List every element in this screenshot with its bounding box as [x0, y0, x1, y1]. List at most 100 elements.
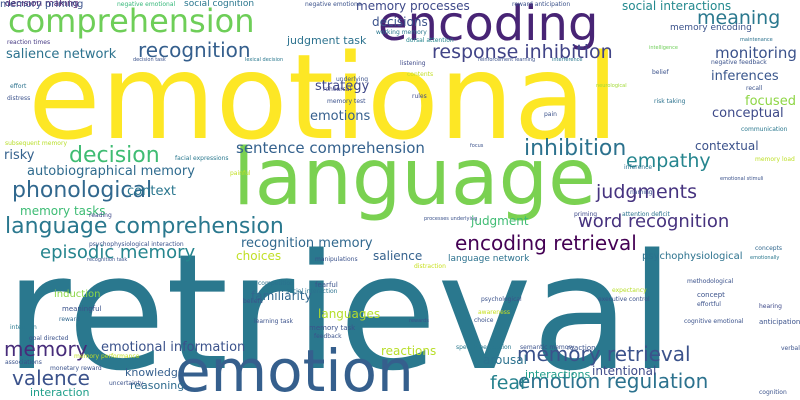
word-empathy: empathy [626, 150, 711, 172]
word-reward-anticipation: reward anticipation [512, 1, 571, 8]
word-judgment-task: judgment task [287, 34, 367, 47]
word-meaning: meaning [697, 7, 781, 29]
word-effortful: effortful [697, 301, 721, 308]
word-memory-test: memory test [327, 98, 366, 105]
word-psychophysiological-interaction: psychophysiological interaction [89, 241, 184, 248]
word-reward: reward [59, 316, 80, 323]
word-underlying: underlying [336, 76, 369, 83]
word-comprehension: comprehension [8, 2, 255, 40]
word-knowledge: knowledge [125, 366, 185, 379]
word-rehearsal: rehearsal [323, 86, 352, 93]
word-semantic-memory: semantic memory [520, 344, 575, 351]
word-maintenance: maintenance [740, 37, 773, 43]
word-expectancy: expectancy [612, 287, 647, 294]
word-memory-priming: memory priming [0, 0, 84, 10]
word-arousal: arousal [483, 353, 527, 367]
word-learning-task: learning task [254, 318, 294, 325]
word-language-comprehension: language comprehension [5, 214, 284, 239]
word-hearing: hearing [759, 303, 782, 310]
word-uncertainty: uncertainty [109, 380, 144, 387]
word-social-interactions: social interactions [622, 0, 732, 13]
word-attention-deficit: attention deficit [622, 211, 670, 218]
word-encoding-retrieval: encoding retrieval [455, 231, 637, 255]
word-interference: interference [552, 57, 583, 63]
word-reactions: reactions [381, 344, 437, 358]
word-word-recognition: word recognition [578, 211, 730, 232]
word-lexical-decision: lexical decision [245, 57, 284, 63]
word-negative-emotional: negative emotional [117, 1, 176, 8]
word-skills: skills [143, 309, 156, 315]
word-concept: concept [697, 291, 725, 299]
word-priming: priming [574, 211, 598, 218]
word-fear: fear [490, 372, 528, 394]
word-emotions: emotions [310, 109, 371, 124]
word-memory-task: memory task [309, 324, 356, 332]
word-listening: listening [400, 60, 426, 67]
word-social-cognition: social cognition [184, 0, 255, 9]
word-reading: reading [89, 212, 112, 219]
word-decisions: decisions [372, 15, 428, 29]
word-choice: choice [474, 317, 494, 324]
word-emotional-information: emotional information [101, 340, 246, 355]
word-memory: memory [4, 337, 88, 361]
word-reaction-times: reaction times [7, 39, 51, 46]
word-methodological: methodological [687, 278, 734, 285]
word-awareness: awareness [478, 309, 511, 316]
word-communication: communication [741, 126, 788, 133]
word-interactions: interactions [525, 368, 591, 381]
word-monitoring: monitoring [715, 44, 797, 62]
word-painful: painful [230, 170, 251, 177]
word-beliefs: beliefs [243, 298, 263, 305]
word-speech-perception: speech perception [456, 344, 512, 351]
word-intention: intention [10, 324, 37, 331]
word-executive-control: executive control [598, 296, 650, 303]
word-salience-network: salience network [6, 47, 117, 62]
word-rewards: rewards [409, 318, 429, 324]
word-contextual: contextual [695, 139, 759, 153]
word-response-inhibition: response inhibition [432, 41, 613, 63]
word-naming: naming [630, 189, 653, 196]
word-recognition-memory: recognition memory [241, 236, 373, 251]
word-context: context [127, 184, 176, 199]
word-choices: choices [236, 249, 282, 263]
word-recognition-task: recognition task [87, 257, 128, 263]
word-emotion-regulation: emotion regulation [518, 369, 709, 393]
word-pain: pain [544, 111, 557, 118]
word-goal-directed: goal directed [29, 335, 69, 342]
word-recognition: recognition [138, 38, 251, 62]
word-strategy: strategy [315, 79, 370, 94]
word-competition: competition [258, 280, 294, 287]
word-memory-retrieval: memory retrieval [517, 342, 691, 366]
word-focused: focused [745, 94, 796, 109]
word-distraction: distraction [414, 263, 446, 270]
word-belief: belief [652, 69, 669, 76]
word-language: language [233, 133, 597, 223]
word-anticipation: anticipation [759, 318, 800, 326]
word-sentence-comprehension: sentence comprehension [236, 139, 425, 157]
word-familiarity: familiarity [251, 289, 312, 303]
word-negative-emotions: negative emotions [305, 1, 361, 8]
word-psychophysiological: psychophysiological [642, 251, 743, 262]
word-social-interaction: social interaction [286, 288, 338, 295]
word-psychological: psychological [481, 296, 522, 303]
word-reaction: reaction [567, 344, 596, 352]
word-inhibition: inhibition [524, 136, 627, 161]
word-decision: decision [69, 143, 160, 168]
word-feedback: feedback [314, 333, 342, 340]
word-concepts: concepts [755, 245, 783, 252]
word-emotionally: emotionally [750, 255, 780, 261]
word-negative-feedback: negative feedback [711, 59, 767, 66]
word-induction: induction [54, 289, 101, 300]
word-reinforcement-learning: reinforcement learning [478, 57, 536, 63]
word-languages: languages [318, 307, 381, 321]
word-episodic-memory: episodic memory [40, 242, 196, 263]
word-memory-load: memory load [755, 156, 795, 163]
word-intelligence: intelligence [649, 45, 679, 51]
word-memory-processes: memory processes [356, 0, 470, 13]
word-conceptual: conceptual [712, 106, 784, 121]
word-neurological: neurological [596, 83, 627, 89]
word-emotional: emotional [28, 28, 619, 166]
word-autobiographical-memory: autobiographical memory [27, 164, 195, 179]
word-cognitive-emotional: cognitive emotional [684, 318, 744, 325]
